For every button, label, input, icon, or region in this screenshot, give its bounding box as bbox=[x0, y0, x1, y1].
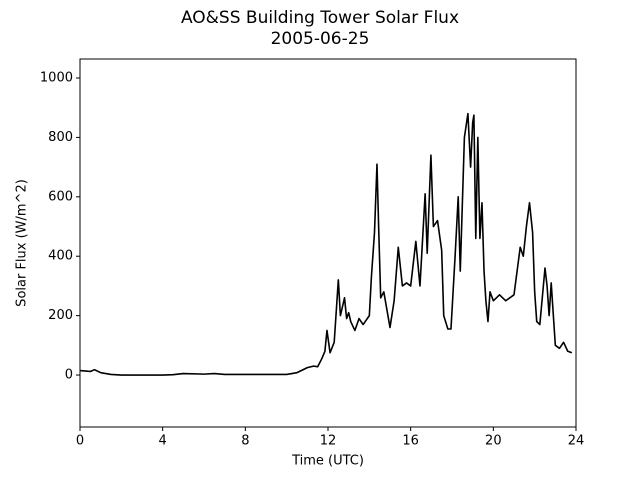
y-axis-label: Solar Flux (W/m^2) bbox=[15, 179, 30, 307]
y-tick-label: 0 bbox=[65, 368, 73, 383]
x-tick-label: 24 bbox=[568, 434, 585, 449]
x-tick-label: 20 bbox=[485, 434, 502, 449]
y-tick-label: 1000 bbox=[40, 71, 73, 86]
x-axis-label: Time (UTC) bbox=[291, 454, 364, 469]
data-line bbox=[79, 112, 573, 376]
y-tick-label: 200 bbox=[48, 308, 73, 323]
plot-frame bbox=[79, 58, 577, 428]
chart-title: AO&SS Building Tower Solar Flux bbox=[181, 8, 459, 28]
y-tick-label: 400 bbox=[48, 249, 73, 264]
y-tick-label: 600 bbox=[48, 189, 73, 204]
x-tick-label: 8 bbox=[241, 434, 249, 449]
x-tick-label: 16 bbox=[402, 434, 419, 449]
x-tick-label: 4 bbox=[159, 434, 167, 449]
x-tick-label: 0 bbox=[76, 434, 84, 449]
y-tick-label: 800 bbox=[48, 130, 73, 145]
x-tick-label: 12 bbox=[320, 434, 337, 449]
chart-subtitle: 2005-06-25 bbox=[271, 29, 370, 49]
